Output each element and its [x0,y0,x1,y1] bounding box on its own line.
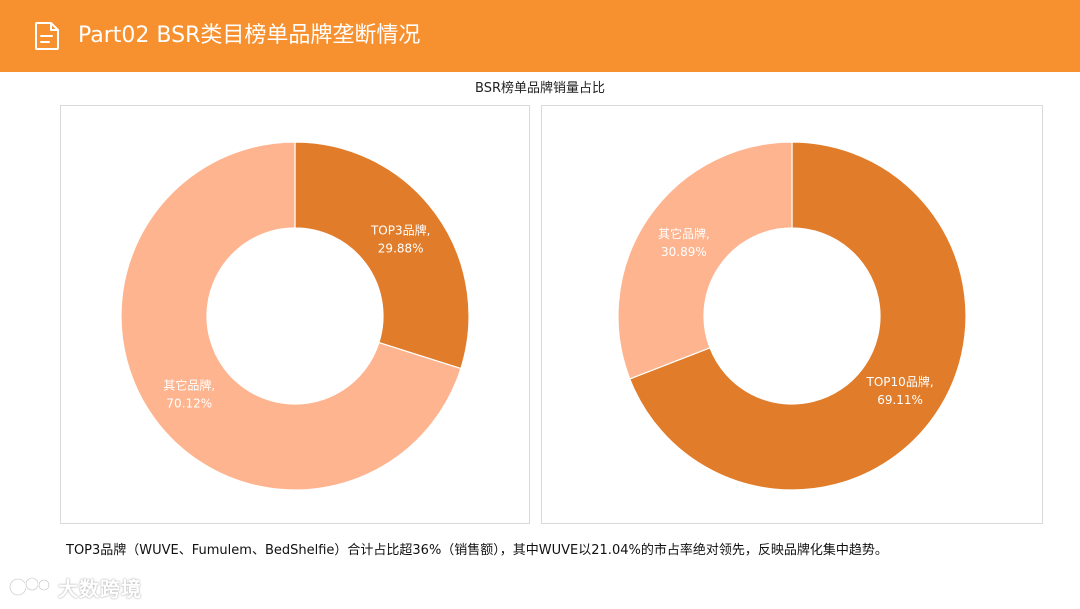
donut-slice [294,141,470,370]
slice-value-label: 69.11% [877,393,923,407]
brand-logo-icon [8,576,51,597]
donut-chart-top3: TOP3品牌, 29.88% 其它品牌, 70.12% [120,141,470,491]
slice-label: 其它品牌, [658,226,710,241]
slice-value-label: 70.12% [166,396,212,410]
slice-value-label: 29.88% [378,242,424,256]
donut-slice [120,141,462,491]
header-bar: Part02 BSR类目榜单品牌垄断情况 [0,0,1080,72]
slice-value-label: 30.89% [661,245,707,259]
chart-panel-top10: TOP10品牌, 69.11% 其它品牌, 30.89% [541,105,1043,524]
watermark-text: 大数跨境 [58,576,142,601]
page-title: Part02 BSR类目榜单品牌垄断情况 [78,23,421,48]
document-icon [35,22,59,50]
watermark: 大数跨境 [8,572,142,602]
donut-slice [629,141,967,491]
chart-section-title: BSR榜单品牌销量占比 [475,81,605,96]
slice-label: 其它品牌, [163,377,215,392]
chart-panel-top3: TOP3品牌, 29.88% 其它品牌, 70.12% [60,105,530,524]
summary-text: TOP3品牌（WUVE、Fumulem、BedShelfie）合计占比超36%（… [66,543,888,558]
slice-label: TOP10品牌, [866,375,934,389]
donut-slice [617,141,793,380]
donut-chart-top10: TOP10品牌, 69.11% 其它品牌, 30.89% [617,141,967,491]
slice-label: TOP3品牌, [370,224,430,238]
